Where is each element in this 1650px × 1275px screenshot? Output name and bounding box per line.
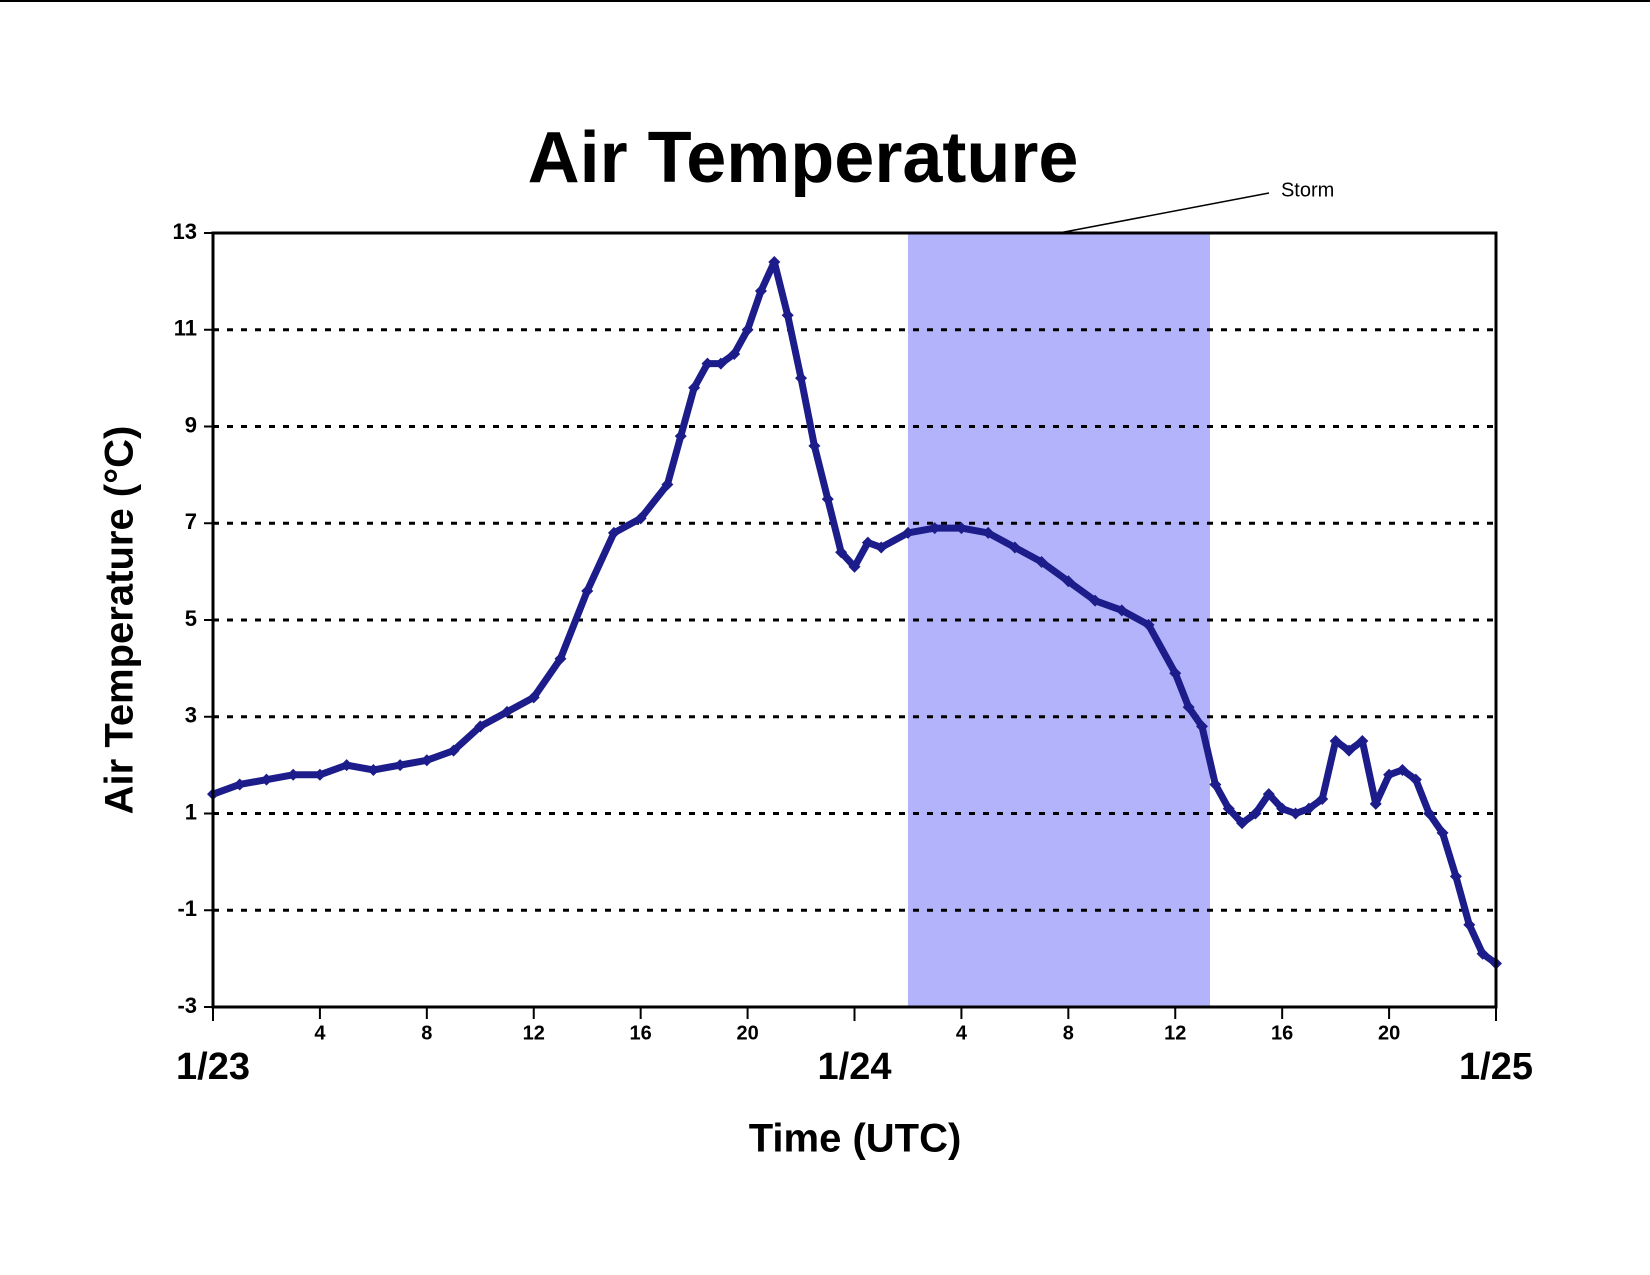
series-line	[211, 258, 1499, 967]
data-point	[741, 323, 754, 336]
data-point	[728, 347, 741, 360]
annotation-label: Storm	[1281, 179, 1334, 201]
data-point	[340, 759, 353, 772]
data-point	[1396, 763, 1409, 776]
y-tick-label: 9	[185, 412, 197, 437]
data-point	[795, 372, 808, 385]
data-point	[287, 768, 300, 781]
y-tick-label: 5	[185, 606, 197, 631]
data-point	[313, 768, 326, 781]
data-point	[1062, 575, 1075, 588]
data-point	[1463, 918, 1476, 931]
data-point	[447, 744, 460, 757]
data-point	[634, 512, 647, 525]
y-tick-label: 7	[185, 509, 197, 534]
x-tick-label: 8	[1063, 1022, 1074, 1044]
data-point	[982, 526, 995, 539]
data-point	[501, 705, 514, 718]
x-tick-label: 16	[630, 1022, 652, 1044]
data-point	[1249, 807, 1262, 820]
data-point	[554, 652, 567, 665]
data-point	[754, 285, 767, 298]
data-point	[607, 526, 620, 539]
data-point	[1209, 778, 1222, 791]
data-point	[768, 256, 781, 269]
data-point	[394, 759, 407, 772]
y-tick-label: 3	[185, 703, 197, 728]
data-point	[821, 493, 834, 506]
data-point	[260, 773, 273, 786]
data-point	[1222, 802, 1235, 815]
data-point	[1089, 594, 1102, 607]
data-point	[781, 309, 794, 322]
data-point	[1476, 947, 1489, 960]
x-tick-label: 4	[314, 1022, 326, 1044]
data-point	[1262, 788, 1275, 801]
data-point	[1383, 768, 1396, 781]
y-axis-label: Air Temperature (°C)	[98, 426, 142, 815]
data-point	[688, 381, 701, 394]
data-point	[875, 541, 888, 554]
data-point	[1302, 802, 1315, 815]
data-point	[714, 357, 727, 370]
data-point	[1169, 667, 1182, 680]
data-point	[674, 430, 687, 443]
plot-frame	[211, 231, 1498, 1009]
data-point	[1409, 773, 1422, 786]
y-tick-label: -3	[177, 993, 197, 1018]
data-point	[1195, 720, 1208, 733]
data-point	[1115, 604, 1128, 617]
data-point	[1236, 817, 1249, 830]
data-point	[1356, 734, 1369, 747]
data-point	[527, 691, 540, 704]
data-point	[581, 584, 594, 597]
annotation-leader	[1058, 192, 1270, 234]
x-tick-label: 8	[421, 1022, 432, 1044]
y-tick-label: 13	[173, 219, 197, 244]
data-point	[835, 546, 848, 559]
data-point	[1182, 701, 1195, 714]
data-point	[861, 536, 874, 549]
data-point	[1342, 744, 1355, 757]
data-point	[955, 522, 968, 535]
data-point	[233, 778, 246, 791]
data-point	[1316, 792, 1329, 805]
data-point	[367, 763, 380, 776]
x-tick-label: 4	[956, 1022, 968, 1044]
data-point	[1449, 870, 1462, 883]
date-tick-label: 1/25	[1459, 1046, 1533, 1088]
data-point	[848, 560, 861, 573]
data-point	[474, 720, 487, 733]
data-point	[901, 526, 914, 539]
x-tick-label: 12	[523, 1022, 545, 1044]
date-tick-label: 1/23	[176, 1046, 250, 1088]
x-tick-label: 20	[736, 1022, 758, 1044]
data-point	[1289, 807, 1302, 820]
y-tick-label: 11	[174, 316, 197, 341]
x-axis-label: Time (UTC)	[749, 1117, 962, 1161]
data-point	[928, 522, 941, 535]
data-point	[1329, 734, 1342, 747]
x-tick-label: 20	[1378, 1022, 1400, 1044]
data-point	[661, 478, 674, 491]
data-point	[1369, 797, 1382, 810]
x-tick-label: 12	[1164, 1022, 1186, 1044]
y-tick-label: 1	[185, 799, 197, 824]
data-point	[1142, 618, 1155, 631]
y-tick-label: -1	[177, 896, 197, 921]
data-point	[1008, 541, 1021, 554]
data-point	[1436, 826, 1449, 839]
data-point	[1423, 807, 1436, 820]
data-point	[1035, 555, 1048, 568]
data-point	[701, 357, 714, 370]
data-point	[420, 754, 433, 767]
chart-title: Air Temperature	[528, 118, 1079, 198]
data-point	[808, 439, 821, 452]
data-point	[1276, 802, 1289, 815]
date-tick-label: 1/24	[818, 1046, 892, 1088]
x-tick-label: 16	[1271, 1022, 1293, 1044]
